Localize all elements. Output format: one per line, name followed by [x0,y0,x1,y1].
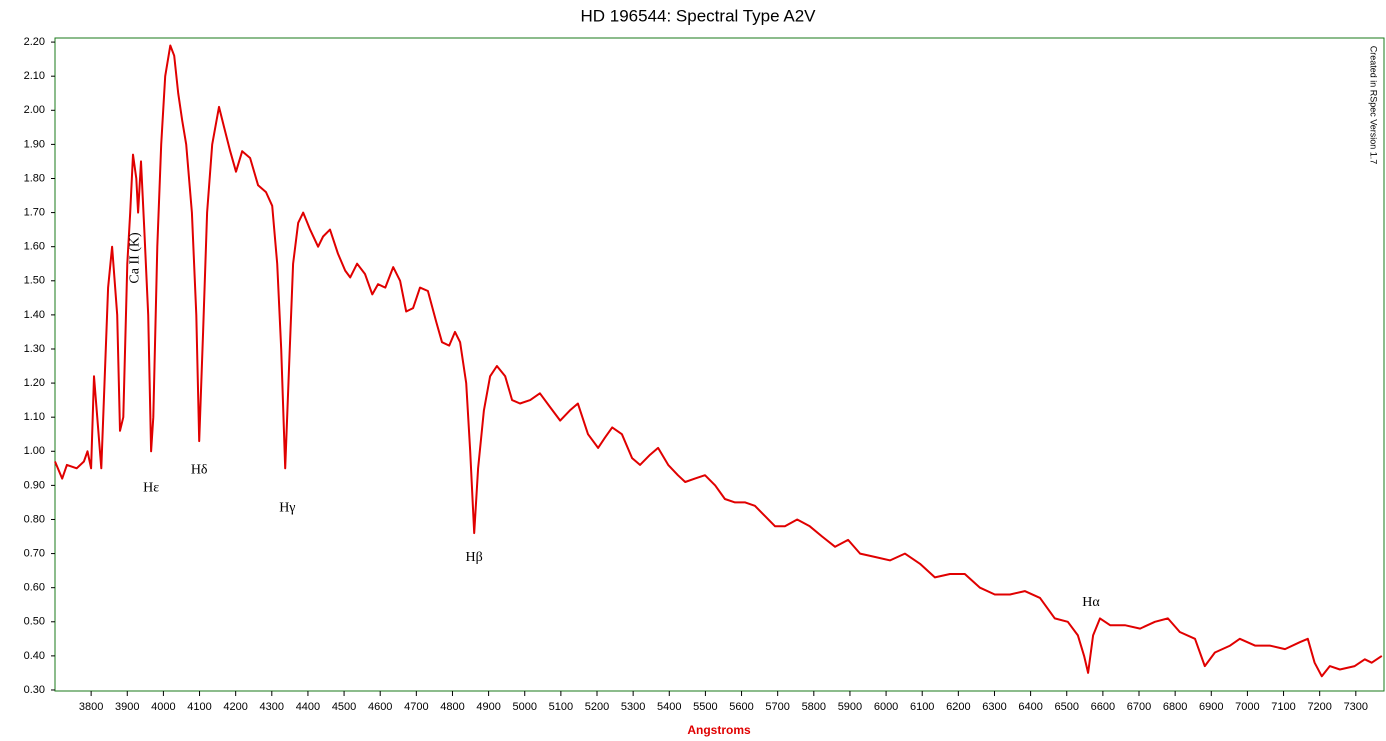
x-tick-label: 3900 [115,701,139,713]
x-tick-label: 5400 [657,701,681,713]
x-tick-label: 6500 [1055,701,1079,713]
y-tick-label: 0.90 [24,479,45,491]
x-tick-label: 5000 [512,701,536,713]
y-tick-label: 1.80 [24,172,45,184]
line-annotation: Ca II (K) [127,232,142,284]
y-tick-label: 1.60 [24,241,45,253]
x-tick-label: 4800 [440,701,464,713]
y-tick-label: 2.20 [24,36,45,48]
y-tick-label: 1.40 [24,309,45,321]
y-tick-label: 0.30 [24,684,45,696]
x-tick-label: 4200 [223,701,247,713]
x-tick-label: 4000 [151,701,175,713]
x-tick-label: 6400 [1018,701,1042,713]
x-tick-label: 6100 [910,701,934,713]
chart-title: HD 196544: Spectral Type A2V [580,6,816,25]
x-tick-label: 6800 [1163,701,1187,713]
y-tick-label: 1.70 [24,206,45,218]
y-tick-label: 0.60 [24,582,45,594]
y-tick-label: 0.50 [24,616,45,628]
y-tick-label: 1.10 [24,411,45,423]
x-tick-label: 7300 [1344,701,1368,713]
x-tick-label: 6300 [982,701,1006,713]
x-tick-label: 5500 [693,701,717,713]
line-annotation: Hε [143,480,159,495]
line-annotation: Hβ [466,550,483,565]
x-tick-label: 5800 [802,701,826,713]
line-annotation: Hδ [191,462,208,477]
x-tick-label: 7100 [1271,701,1295,713]
y-tick-label: 0.70 [24,547,45,559]
y-tick-label: 0.40 [24,650,45,662]
x-tick-label: 4300 [260,701,284,713]
line-annotation: Hγ [279,500,295,515]
x-tick-label: 4400 [296,701,320,713]
y-tick-label: 0.80 [24,513,45,525]
x-tick-label: 4600 [368,701,392,713]
y-tick-label: 2.00 [24,104,45,116]
x-tick-label: 7000 [1235,701,1259,713]
x-tick-label: 4100 [187,701,211,713]
x-tick-label: 4700 [404,701,428,713]
y-tick-label: 1.50 [24,275,45,287]
y-tick-label: 1.30 [24,343,45,355]
x-axis-label: Angstroms [687,723,751,737]
x-tick-label: 4500 [332,701,356,713]
x-tick-label: 5900 [838,701,862,713]
x-tick-label: 5300 [621,701,645,713]
x-tick-label: 5700 [765,701,789,713]
y-tick-label: 2.10 [24,70,45,82]
x-tick-label: 3800 [79,701,103,713]
x-tick-label: 6900 [1199,701,1223,713]
watermark: Created in RSpec Version 1.7 [1369,46,1379,165]
x-tick-label: 5100 [549,701,573,713]
y-tick-label: 1.20 [24,377,45,389]
x-tick-label: 6200 [946,701,970,713]
x-tick-label: 4900 [476,701,500,713]
spectrum-line [54,44,1383,678]
x-tick-label: 6600 [1091,701,1115,713]
y-tick-label: 1.00 [24,445,45,457]
x-tick-label: 6000 [874,701,898,713]
x-tick-label: 7200 [1307,701,1331,713]
plot-border [54,37,1385,692]
y-tick-label: 1.90 [24,138,45,150]
line-annotation: Hα [1082,595,1100,610]
x-tick-label: 5200 [585,701,609,713]
x-tick-label: 5600 [729,701,753,713]
x-tick-label: 6700 [1127,701,1151,713]
